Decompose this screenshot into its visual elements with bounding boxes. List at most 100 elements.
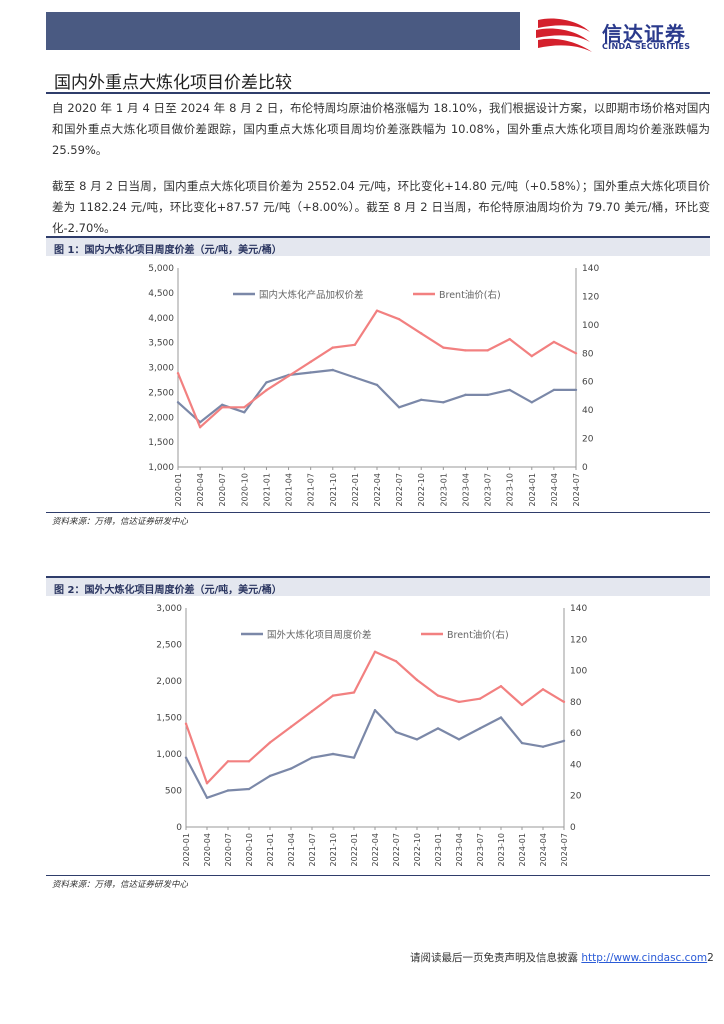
title-divider bbox=[46, 92, 710, 94]
logo-text-cn: 信达证券 bbox=[602, 22, 686, 46]
x-tick-label: 2022-04 bbox=[371, 833, 380, 866]
series-point bbox=[268, 774, 272, 778]
y-tick-right-label: 40 bbox=[570, 760, 582, 770]
x-tick-label: 2021-04 bbox=[285, 473, 294, 506]
y-tick-right-label: 140 bbox=[570, 604, 587, 614]
x-tick-label: 2023-10 bbox=[497, 833, 506, 866]
series-point bbox=[464, 393, 467, 397]
series-point bbox=[198, 426, 202, 429]
series-point bbox=[309, 360, 312, 364]
footer-link[interactable]: http://www.cindasc.com bbox=[581, 952, 708, 964]
series-point bbox=[353, 343, 357, 346]
series-point bbox=[520, 741, 524, 745]
x-tick-label: 2022-10 bbox=[413, 833, 422, 866]
x-tick-label: 2023-10 bbox=[506, 473, 515, 506]
series-point bbox=[353, 376, 357, 379]
x-tick-label: 2020-07 bbox=[218, 473, 227, 506]
x-tick-label: 2024-04 bbox=[550, 473, 559, 506]
series-point bbox=[205, 796, 209, 799]
series-point bbox=[265, 381, 268, 384]
x-tick-label: 2022-01 bbox=[351, 473, 360, 506]
series-point bbox=[436, 727, 440, 730]
series-point bbox=[226, 789, 230, 792]
y-tick-left-label: 4,500 bbox=[148, 289, 174, 299]
y-tick-right-label: 60 bbox=[582, 378, 594, 388]
x-tick-label: 2021-01 bbox=[262, 473, 271, 506]
figure-2-source: 资料来源：万得，信达证券研发中心 bbox=[52, 880, 189, 890]
series-point bbox=[243, 411, 246, 414]
series-point bbox=[352, 756, 356, 759]
series-point bbox=[420, 332, 423, 335]
logo-text-en: CINDA SECURITIES bbox=[602, 42, 691, 51]
x-tick-label: 2020-01 bbox=[182, 833, 191, 866]
legend-label: Brent油价(右) bbox=[439, 289, 501, 301]
x-tick-label: 2020-04 bbox=[196, 473, 205, 506]
x-tick-label: 2024-07 bbox=[572, 473, 581, 506]
series-point bbox=[397, 317, 401, 321]
series-point bbox=[309, 371, 312, 374]
page-number: 2 bbox=[707, 952, 714, 964]
series-point bbox=[373, 709, 377, 712]
x-tick-label: 2022-07 bbox=[392, 833, 401, 866]
y-tick-right-label: 140 bbox=[582, 264, 599, 274]
series-point bbox=[436, 694, 440, 697]
series-line-spread bbox=[177, 368, 576, 424]
series-point bbox=[478, 727, 482, 730]
footer-disclaimer: 请阅读最后一页免责声明及信息披露 bbox=[410, 952, 578, 964]
series-point bbox=[310, 756, 314, 759]
series-point bbox=[442, 401, 445, 404]
y-tick-right-label: 20 bbox=[582, 435, 594, 445]
y-tick-right-label: 120 bbox=[570, 635, 587, 645]
series-point bbox=[243, 406, 246, 409]
figure-1-source: 资料来源：万得，信达证券研发中心 bbox=[52, 517, 189, 527]
series-point bbox=[287, 374, 290, 378]
x-tick-label: 2024-07 bbox=[560, 833, 569, 866]
y-tick-right-label: 120 bbox=[582, 292, 599, 302]
series-point bbox=[394, 659, 398, 663]
series-point bbox=[310, 710, 314, 713]
x-tick-label: 2020-10 bbox=[240, 473, 249, 506]
y-tick-left-label: 1,000 bbox=[156, 750, 182, 760]
series-point bbox=[499, 716, 503, 719]
series-point bbox=[508, 388, 511, 392]
series-point bbox=[331, 752, 335, 756]
figure-2-chart: 3,000 2,500 2,000 1,500 1,000 500 0 140 120 100 80… bbox=[156, 604, 587, 866]
series-point bbox=[289, 725, 293, 729]
figure-1-chart: 5,000 4,500 4,000 3,500 3,000 2,500 2,000 1,500… bbox=[148, 264, 599, 506]
series-point bbox=[352, 691, 356, 694]
y-tick-left-label: 500 bbox=[165, 787, 182, 797]
series-point bbox=[331, 368, 334, 372]
figure-2-rule bbox=[46, 875, 710, 876]
series-point bbox=[331, 346, 334, 349]
legend-label: 国外大炼化项目周度价差 bbox=[267, 629, 372, 641]
x-tick-label: 2020-01 bbox=[174, 473, 183, 506]
series-point bbox=[331, 694, 335, 697]
series-point bbox=[464, 349, 467, 352]
series-point bbox=[397, 406, 401, 409]
y-tick-left-label: 1,000 bbox=[148, 463, 174, 473]
x-tick-label: 2021-01 bbox=[266, 833, 275, 866]
series-point bbox=[486, 393, 489, 397]
series-point bbox=[562, 739, 566, 743]
x-tick-label: 2023-04 bbox=[461, 473, 470, 506]
series-point bbox=[541, 688, 545, 691]
x-tick-label: 2021-07 bbox=[308, 833, 317, 866]
x-tick-label: 2024-01 bbox=[518, 833, 527, 866]
series-point bbox=[375, 309, 379, 312]
y-tick-right-label: 100 bbox=[570, 667, 587, 677]
series-point bbox=[486, 349, 489, 352]
y-tick-left-label: 1,500 bbox=[156, 714, 182, 724]
paragraph-2: 截至 8 月 2 日当周，国内重点大炼化项目价差为 2552.04 元/吨，环比… bbox=[52, 179, 710, 235]
y-tick-left-label: 2,500 bbox=[156, 641, 182, 651]
y-tick-left-label: 4,000 bbox=[148, 314, 174, 324]
series-point bbox=[420, 398, 423, 402]
y-tick-right-label: 0 bbox=[582, 463, 588, 473]
x-tick-label: 2023-01 bbox=[434, 833, 443, 866]
x-tick-label: 2021-07 bbox=[307, 473, 316, 506]
series-point bbox=[265, 389, 268, 392]
x-tick-label: 2023-07 bbox=[476, 833, 485, 866]
y-tick-left-label: 5,000 bbox=[148, 264, 174, 274]
series-point bbox=[442, 346, 445, 349]
section-title: 国内外重点大炼化项目价差比较 bbox=[54, 73, 292, 93]
x-tick-label: 2023-07 bbox=[484, 473, 493, 506]
